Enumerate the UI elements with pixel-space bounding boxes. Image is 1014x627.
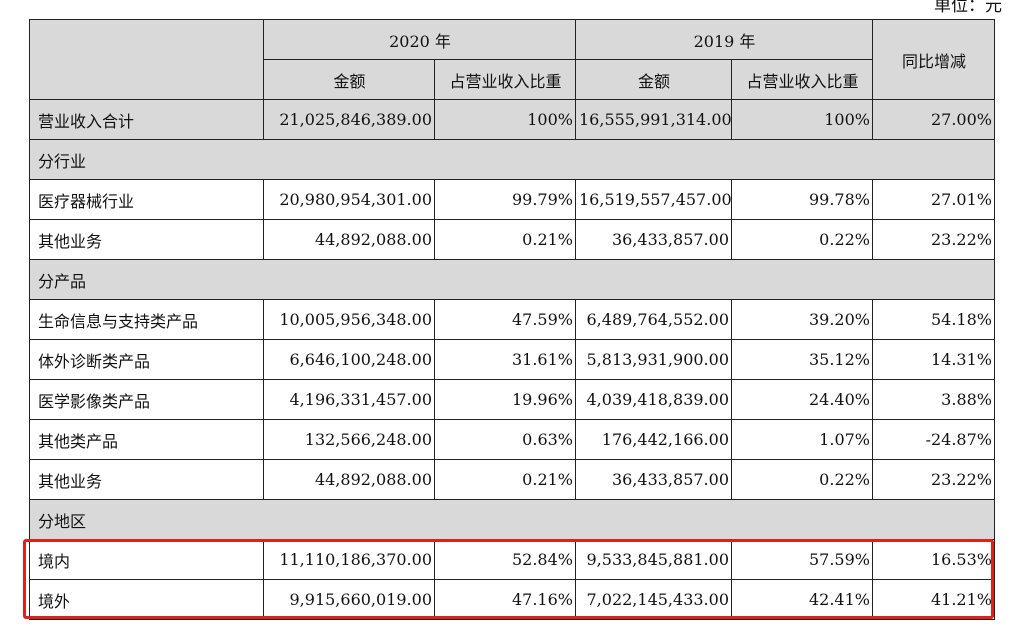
header-amount-2020: 金额 (263, 59, 435, 100)
amount-2020: 11,110,186,370.00 (263, 539, 435, 580)
header-yoy: 同比增减 (872, 19, 995, 100)
ratio-2020: 47.16% (434, 579, 576, 620)
row-label: 境外 (29, 579, 264, 620)
amount-2019: 6,489,764,552.00 (575, 299, 732, 340)
ratio-2019: 0.22% (731, 219, 873, 260)
row-label: 体外诊断类产品 (29, 339, 264, 380)
header-ratio-2020: 占营业收入比重 (434, 59, 576, 100)
yoy-change: 14.31% (872, 339, 995, 380)
ratio-2019: 57.59% (731, 539, 873, 580)
ratio-2019: 39.20% (731, 299, 873, 340)
section-title: 分产品 (29, 259, 995, 300)
ratio-2020: 52.84% (434, 539, 576, 580)
table-row: 生命信息与支持类产品 10,005,956,348.00 47.59% 6,48… (29, 299, 995, 340)
ratio-2019: 99.78% (731, 179, 873, 220)
yoy-change: -24.87% (872, 419, 995, 460)
corner-cell (29, 19, 264, 100)
ratio-2020: 31.61% (434, 339, 576, 380)
section-header-industry: 分行业 (29, 139, 995, 180)
section-title: 分行业 (29, 139, 995, 180)
ratio-2020: 99.79% (434, 179, 576, 220)
amount-2020: 21,025,846,389.00 (263, 99, 435, 140)
ratio-2020: 100% (434, 99, 576, 140)
row-label: 其他类产品 (29, 419, 264, 460)
table-row: 体外诊断类产品 6,646,100,248.00 31.61% 5,813,93… (29, 339, 995, 380)
table-row-total: 营业收入合计 21,025,846,389.00 100% 16,555,991… (29, 99, 995, 140)
unit-label: 单位：元 (934, 0, 1002, 16)
table-row: 境内 11,110,186,370.00 52.84% 9,533,845,88… (29, 539, 995, 580)
header-ratio-2019: 占营业收入比重 (731, 59, 873, 100)
yoy-change: 23.22% (872, 459, 995, 500)
amount-2019: 176,442,166.00 (575, 419, 732, 460)
table-row: 境外 9,915,660,019.00 47.16% 7,022,145,433… (29, 579, 995, 620)
amount-2019: 9,533,845,881.00 (575, 539, 732, 580)
yoy-change: 27.00% (872, 99, 995, 140)
amount-2019: 7,022,145,433.00 (575, 579, 732, 620)
amount-2020: 10,005,956,348.00 (263, 299, 435, 340)
ratio-2020: 0.21% (434, 219, 576, 260)
row-label: 其他业务 (29, 459, 264, 500)
ratio-2019: 0.22% (731, 459, 873, 500)
table-row: 其他类产品 132,566,248.00 0.63% 176,442,166.0… (29, 419, 995, 460)
ratio-2020: 47.59% (434, 299, 576, 340)
section-title: 分地区 (29, 499, 995, 540)
ratio-2020: 0.21% (434, 459, 576, 500)
amount-2020: 20,980,954,301.00 (263, 179, 435, 220)
yoy-change: 27.01% (872, 179, 995, 220)
row-label: 境内 (29, 539, 264, 580)
amount-2020: 4,196,331,457.00 (263, 379, 435, 420)
header-amount-2019: 金额 (575, 59, 732, 100)
amount-2020: 44,892,088.00 (263, 219, 435, 260)
ratio-2019: 42.41% (731, 579, 873, 620)
row-label: 医疗器械行业 (29, 179, 264, 220)
section-header-product: 分产品 (29, 259, 995, 300)
amount-2019: 5,813,931,900.00 (575, 339, 732, 380)
row-label: 医学影像类产品 (29, 379, 264, 420)
row-label: 生命信息与支持类产品 (29, 299, 264, 340)
row-label: 营业收入合计 (29, 99, 264, 140)
table-row: 医疗器械行业 20,980,954,301.00 99.79% 16,519,5… (29, 179, 995, 220)
amount-2019: 4,039,418,839.00 (575, 379, 732, 420)
header-2019: 2019 年 (575, 19, 873, 60)
amount-2019: 36,433,857.00 (575, 219, 732, 260)
amount-2019: 16,555,991,314.00 (575, 99, 732, 140)
revenue-table: 2020 年 2019 年 同比增减 金额 占营业收入比重 金额 占营业收入比重… (29, 19, 995, 620)
ratio-2019: 100% (731, 99, 873, 140)
table-row: 其他业务 44,892,088.00 0.21% 36,433,857.00 0… (29, 219, 995, 260)
yoy-change: 54.18% (872, 299, 995, 340)
row-label: 其他业务 (29, 219, 264, 260)
amount-2019: 16,519,557,457.00 (575, 179, 732, 220)
yoy-change: 3.88% (872, 379, 995, 420)
table-row: 其他业务 44,892,088.00 0.21% 36,433,857.00 0… (29, 459, 995, 500)
amount-2020: 132,566,248.00 (263, 419, 435, 460)
amount-2019: 36,433,857.00 (575, 459, 732, 500)
table-row: 医学影像类产品 4,196,331,457.00 19.96% 4,039,41… (29, 379, 995, 420)
ratio-2020: 19.96% (434, 379, 576, 420)
amount-2020: 44,892,088.00 (263, 459, 435, 500)
amount-2020: 9,915,660,019.00 (263, 579, 435, 620)
section-header-region: 分地区 (29, 499, 995, 540)
header-2020: 2020 年 (263, 19, 576, 60)
ratio-2020: 0.63% (434, 419, 576, 460)
yoy-change: 16.53% (872, 539, 995, 580)
yoy-change: 23.22% (872, 219, 995, 260)
ratio-2019: 1.07% (731, 419, 873, 460)
ratio-2019: 35.12% (731, 339, 873, 380)
yoy-change: 41.21% (872, 579, 995, 620)
amount-2020: 6,646,100,248.00 (263, 339, 435, 380)
ratio-2019: 24.40% (731, 379, 873, 420)
